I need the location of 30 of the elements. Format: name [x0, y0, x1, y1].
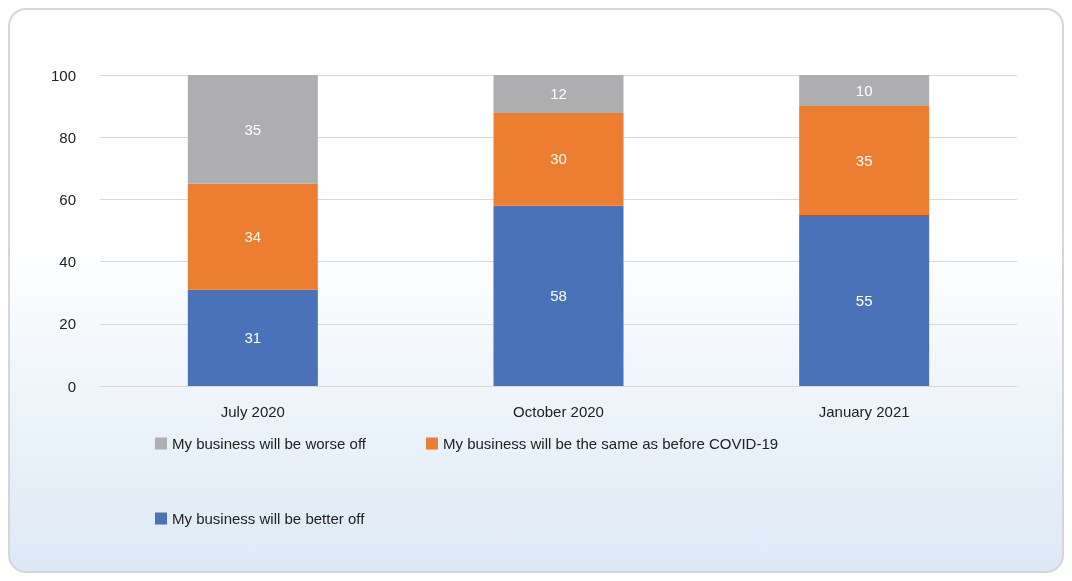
y-tick-label: 0: [67, 377, 76, 395]
x-tick-label: October 2020: [513, 403, 604, 420]
y-tick-label: 40: [59, 253, 76, 271]
bar: [187, 75, 318, 184]
bar: [493, 75, 624, 113]
data-label: 31: [244, 329, 262, 347]
x-tick-label: July 2020: [220, 403, 285, 420]
data-label: 35: [855, 152, 873, 170]
legend-label: My business will be the same as before COVID-19: [442, 435, 779, 452]
y-tick-label: 20: [59, 315, 76, 333]
bar: [493, 205, 624, 386]
legend-label: My business will be worse off: [172, 435, 367, 452]
data-label: 58: [550, 287, 567, 305]
data-label: 55: [855, 291, 873, 309]
y-tick-label: 60: [59, 190, 76, 208]
data-label: 30: [550, 150, 567, 168]
bar: [187, 289, 318, 386]
bar: [799, 214, 930, 386]
data-label: 12: [550, 85, 567, 103]
bar: [187, 183, 318, 290]
data-label: 35: [244, 120, 262, 138]
data-label: 34: [244, 228, 262, 246]
x-tick-label: January 2021: [818, 403, 910, 420]
data-label: 10: [855, 82, 873, 100]
bar: [799, 75, 930, 107]
y-tick-label: 100: [50, 66, 76, 84]
bar: [493, 112, 624, 206]
legend-label: My business will be better off: [172, 510, 366, 527]
bar: [799, 106, 930, 215]
y-tick-label: 80: [59, 128, 76, 146]
